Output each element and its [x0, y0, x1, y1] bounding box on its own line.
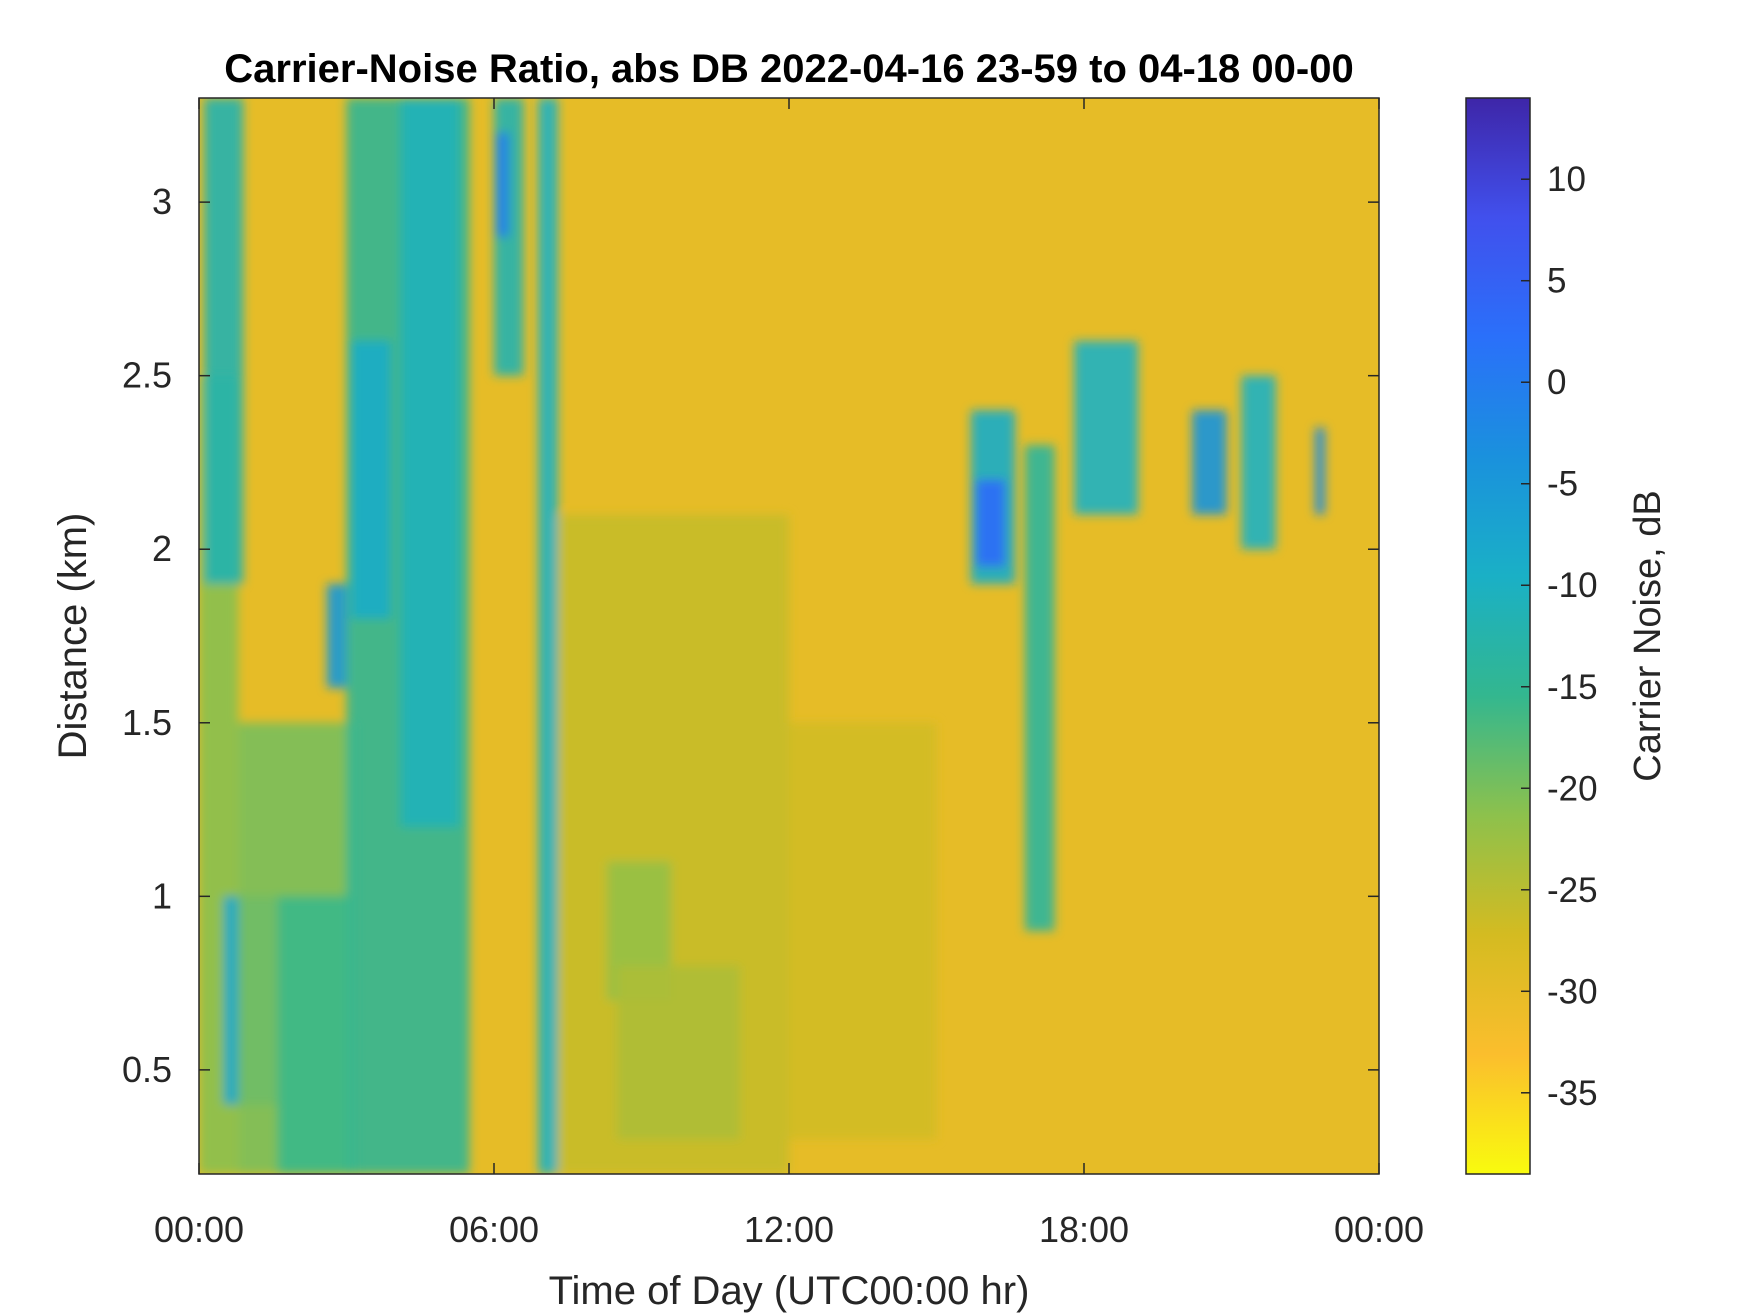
y-tick-label: 2.5	[122, 355, 172, 396]
heatmap-region-21	[1192, 410, 1227, 515]
heatmap-region-5	[277, 896, 347, 1174]
heatmap-region-2	[203, 98, 244, 584]
heatmap-region-18	[975, 479, 1006, 567]
plot-area	[199, 98, 1379, 1174]
colorbar-label: Carrier Noise, dB	[1627, 490, 1669, 781]
colorbar-ticks: 10 5 0 -5 -10 -15 -20 -25 -30 -35	[1521, 160, 1598, 1113]
chart-title: Carrier-Noise Ratio, abs DB 2022-04-16 2…	[224, 47, 1353, 91]
colorbar-tick-label: 0	[1547, 363, 1566, 402]
y-tick-label: 0.5	[122, 1049, 172, 1090]
heatmap-region-6	[326, 583, 347, 689]
colorbar-tick-label: 5	[1547, 262, 1566, 301]
heatmap-region-20	[1074, 340, 1139, 515]
heatmap-region-23	[1315, 427, 1325, 515]
x-axis: 00:00 06:00 12:00 18:00 00:00	[154, 98, 1424, 1250]
y-tick-label: 1.5	[122, 702, 172, 743]
y-tick-label: 1	[152, 875, 172, 916]
heatmap-regions	[199, 98, 1325, 1174]
colorbar-tick-label: -15	[1547, 668, 1598, 707]
heatmap-region-15	[616, 965, 740, 1140]
colorbar-tick-label: -30	[1547, 972, 1598, 1011]
x-tick-label: 12:00	[744, 1209, 834, 1250]
x-axis-label: Time of Day (UTC00:00 hr)	[549, 1269, 1030, 1313]
heatmap-region-9	[400, 98, 460, 827]
colorbar-tick-label: -10	[1547, 566, 1598, 605]
heatmap-region-16	[789, 722, 937, 1140]
x-tick-label: 00:00	[1334, 1209, 1424, 1250]
colorbar-tick-label: -35	[1547, 1074, 1598, 1113]
heatmap-region-11	[496, 132, 509, 237]
colorbar-tick-label: -20	[1547, 769, 1598, 808]
x-tick-label: 06:00	[449, 1209, 539, 1250]
colorbar-gradient	[1465, 97, 1531, 1175]
colorbar-tick-label: -25	[1547, 871, 1598, 910]
heatmap-region-8	[351, 340, 391, 619]
y-tick-label: 2	[152, 528, 172, 569]
colorbar-tick-label: 10	[1547, 160, 1586, 199]
x-tick-label: 18:00	[1039, 1209, 1129, 1250]
colorbar: 10 5 0 -5 -10 -15 -20 -25 -30 -35 Carrier Noise, …	[1465, 97, 1669, 1175]
x-tick-label: 00:00	[154, 1209, 244, 1250]
y-tick-label: 3	[152, 181, 172, 222]
y-axis-label: Distance (km)	[51, 513, 95, 760]
heatmap-region-12	[538, 98, 558, 1174]
heatmap-region-22	[1241, 375, 1276, 550]
y-axis: 0.5 1 1.5 2 2.5 3	[122, 181, 1379, 1090]
heatmap-region-19	[1025, 445, 1055, 932]
colorbar-tick-label: -5	[1547, 465, 1578, 504]
